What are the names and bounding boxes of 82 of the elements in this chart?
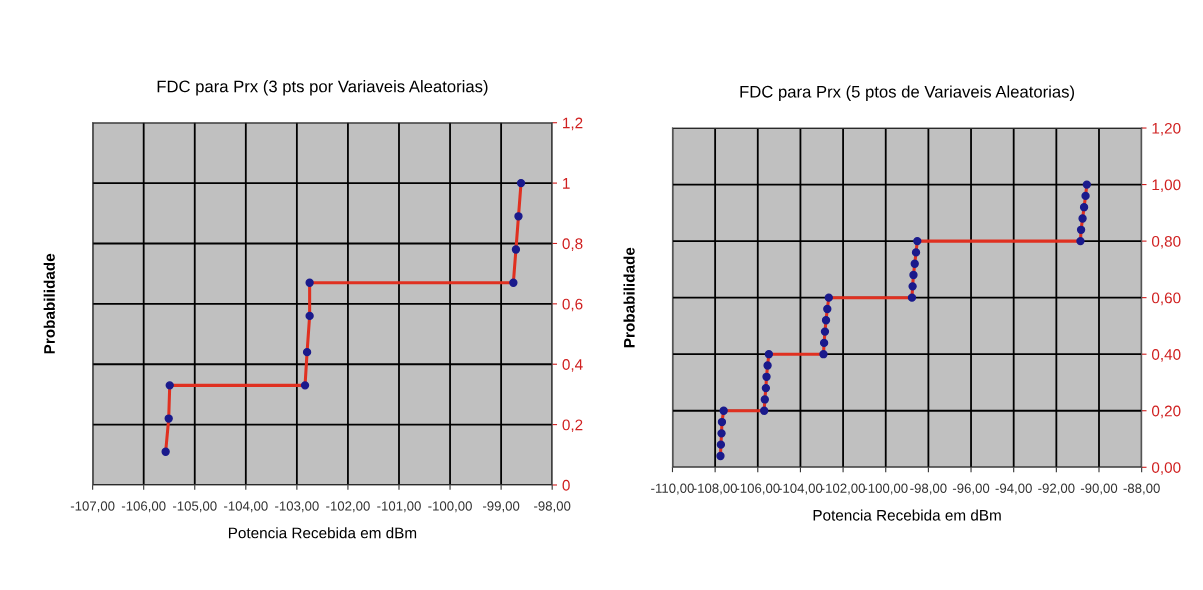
x-tick-label: -92,00 [1038, 483, 1075, 495]
point [516, 178, 526, 188]
x-tick-label: -98,00 [910, 483, 947, 495]
point [819, 350, 828, 359]
point [1076, 225, 1086, 234]
point [764, 350, 774, 359]
point [165, 381, 174, 390]
x-tick-label: -94,00 [995, 483, 1032, 495]
point [716, 440, 726, 449]
x-tick-label: -102,00 [326, 501, 370, 513]
x-tick-label: -104,00 [224, 501, 268, 513]
point [908, 282, 917, 291]
x-tick-label: -90,00 [1080, 483, 1118, 495]
point [300, 381, 310, 390]
y-tick-label: 1 [563, 178, 570, 189]
x-tick-label: -100,00 [428, 501, 472, 513]
y-tick-label: 0,00 [1151, 462, 1181, 475]
chart-title: FDC para Prx (3 pts por Variaveis Aleatorias) [157, 80, 488, 96]
x-tick-label: -96,00 [952, 483, 990, 495]
y-tick-label: 1,20 [1152, 122, 1181, 136]
x-axis-title: Potencia Recebida em dBm [813, 509, 1001, 521]
point [909, 270, 918, 280]
chart-title: FDC para Prx (5 ptos de Variaveis Aleatorias) [740, 85, 1075, 101]
point [823, 304, 832, 314]
point [161, 447, 170, 456]
point [761, 383, 771, 393]
x-tick-label: -100,00 [863, 483, 908, 495]
x-tick-label: -108,00 [693, 483, 737, 495]
point [509, 278, 518, 287]
y-tick-label: 0,6 [562, 298, 583, 312]
y-axis-title: Probabilidade [623, 247, 635, 348]
point [717, 417, 727, 427]
x-tick-label: -104,00 [778, 483, 823, 495]
x-tick-label: -103,00 [275, 501, 319, 513]
point [819, 338, 829, 348]
point [305, 311, 314, 321]
point [719, 406, 728, 415]
y-tick-label: 0,8 [562, 238, 583, 251]
point [716, 451, 725, 461]
point [760, 406, 769, 415]
x-tick-label: -106,00 [121, 501, 166, 513]
point [760, 395, 769, 404]
point [1076, 236, 1085, 246]
y-tick-label: 0 [562, 479, 570, 491]
y-tick-label: 0,2 [562, 419, 583, 433]
y-tick-label: 0,60 [1151, 292, 1181, 306]
x-tick-label: -110,00 [651, 483, 694, 495]
x-tick-label: -102,00 [821, 483, 865, 495]
x-tick-label: -105,00 [172, 501, 217, 513]
point [1081, 191, 1090, 201]
point [911, 248, 921, 257]
x-axis-title: Potencia Recebida em dBm [228, 527, 417, 539]
point [907, 293, 917, 302]
point [302, 347, 312, 357]
x-tick-label: -98,00 [534, 501, 571, 513]
point [717, 429, 726, 438]
point [762, 372, 771, 381]
y-tick-label: 1,2 [563, 117, 583, 131]
y-axis-title: Probabilidade [43, 253, 55, 354]
x-tick-label: -99,00 [483, 501, 520, 513]
x-tick-label: -107,00 [70, 501, 115, 513]
point [821, 316, 831, 325]
point [1078, 214, 1087, 223]
y-tick-label: 1,00 [1152, 179, 1181, 193]
point [511, 245, 521, 254]
point [1082, 180, 1092, 189]
point [514, 212, 523, 221]
point [824, 293, 833, 302]
x-tick-label: -101,00 [377, 501, 421, 513]
point [913, 236, 922, 246]
point [1079, 203, 1089, 212]
point [763, 361, 772, 370]
point [820, 327, 830, 336]
x-tick-label: -88,00 [1123, 483, 1160, 495]
y-tick-label: 0,20 [1151, 405, 1181, 419]
y-tick-label: 0,80 [1151, 235, 1181, 249]
point [305, 278, 314, 287]
x-tick-label: -106,00 [735, 483, 780, 495]
y-tick-label: 0,4 [562, 359, 583, 372]
point [164, 414, 173, 423]
y-tick-label: 0,40 [1151, 349, 1181, 362]
point [910, 259, 919, 268]
